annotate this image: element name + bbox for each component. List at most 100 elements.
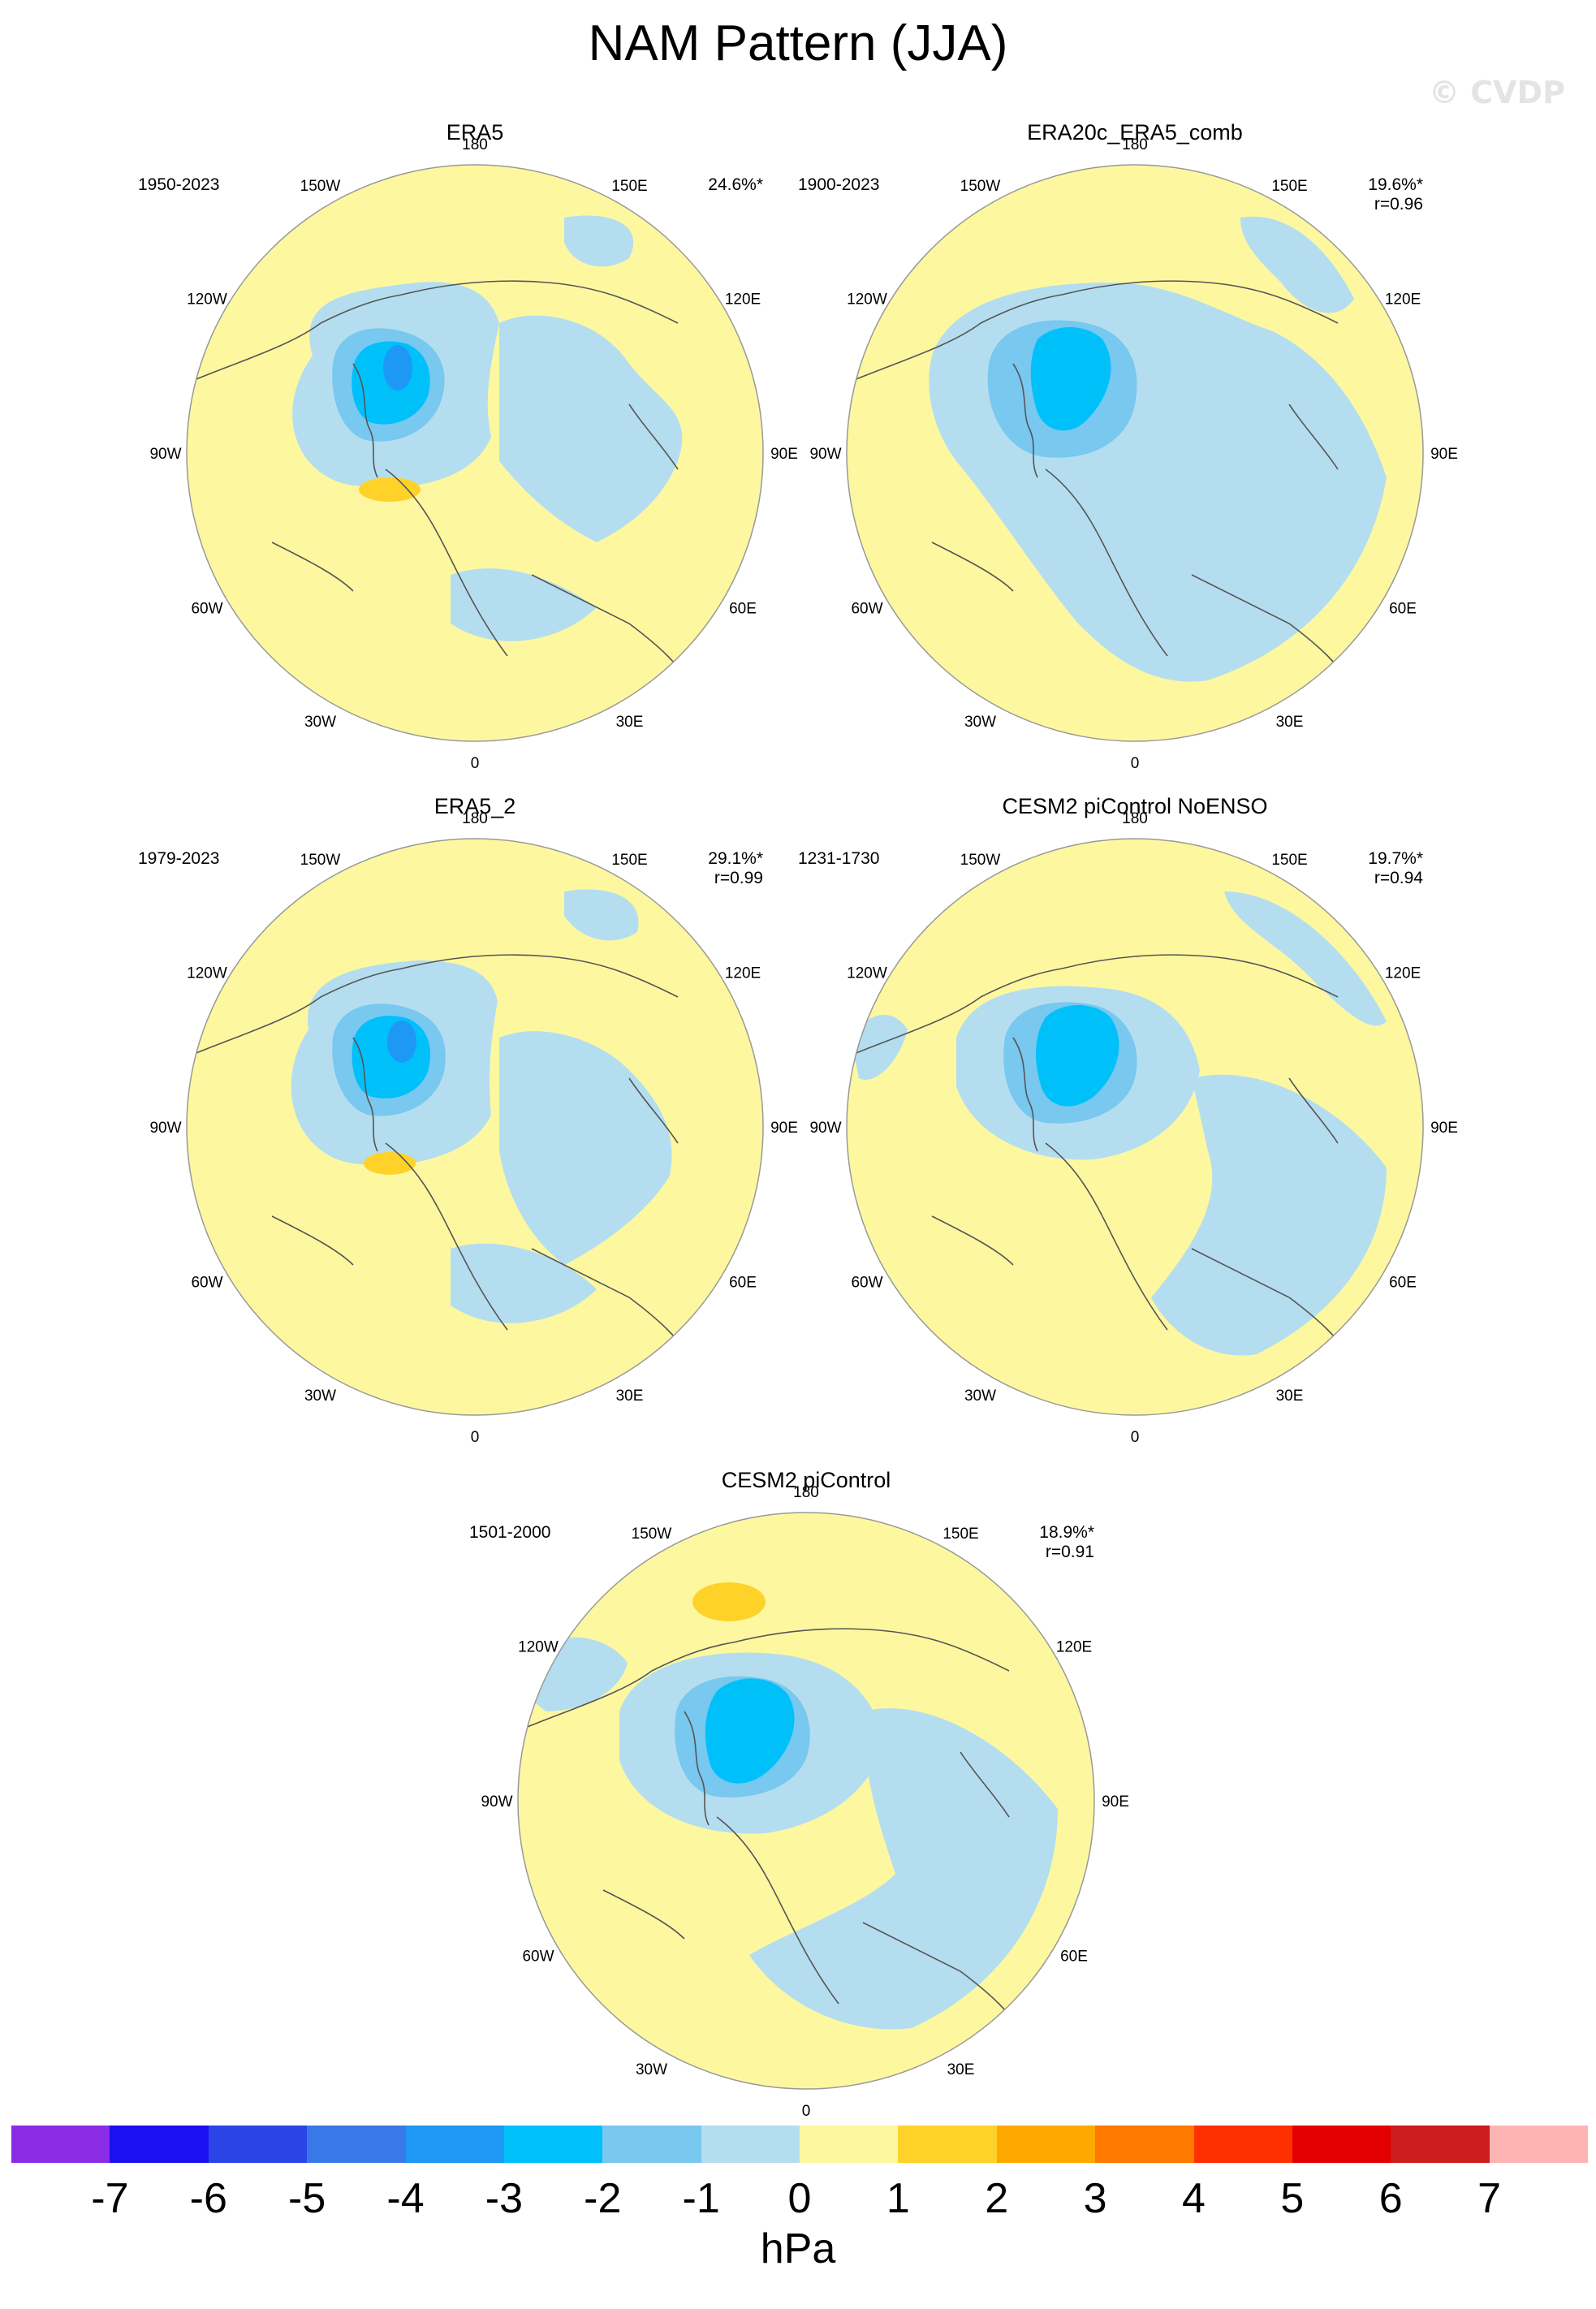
coastline xyxy=(385,1142,508,1331)
anomaly-region xyxy=(1240,216,1354,313)
longitude-label: 90W xyxy=(149,1120,181,1137)
longitude-label: 90E xyxy=(1102,1793,1129,1811)
anomaly-region xyxy=(1030,327,1111,431)
polar-map: 180 150E 120E 90E 60E 30E 0 30W 60W 90W 120W 150W xyxy=(809,810,1458,1446)
anomaly-region xyxy=(359,477,421,502)
coastline xyxy=(1045,1142,1168,1331)
panel-period: 1501-2000 xyxy=(469,1523,551,1542)
longitude-label: 90E xyxy=(1430,1120,1458,1137)
longitude-label: 90W xyxy=(149,446,181,463)
panel-variance: 29.1%* xyxy=(708,849,763,868)
colorbar-tick-label: 0 xyxy=(787,2175,812,2222)
map-panel-era5: ERA5 1950-2023 24.6%* 180 150E 120E 90E 60E 3… xyxy=(110,120,840,786)
colorbar-swatch xyxy=(503,2126,603,2163)
longitude-label: 180 xyxy=(793,1484,819,1501)
map-outline xyxy=(517,1512,1095,2090)
longitude-label: 90E xyxy=(770,446,798,463)
anomaly-shading xyxy=(291,889,672,1323)
longitude-label: 120W xyxy=(187,965,227,982)
colorbar-tick-label: -5 xyxy=(288,2175,326,2222)
anomaly-shading xyxy=(929,216,1387,682)
anomaly-region xyxy=(564,889,639,941)
colorbar-tick-label: 5 xyxy=(1280,2175,1305,2222)
colorbar-units: hPa xyxy=(760,2225,836,2272)
coastline xyxy=(1012,363,1038,478)
longitude-label: 0 xyxy=(1131,1429,1140,1446)
colorbar-tick-label: -6 xyxy=(189,2175,227,2222)
coastline xyxy=(385,468,508,657)
panel-title: ERA20c_ERA5_comb xyxy=(1027,120,1243,145)
anomaly-region xyxy=(851,1014,908,1080)
colorbar-tick-label: -7 xyxy=(91,2175,129,2222)
colorbar-swatch xyxy=(1193,2126,1292,2163)
figure-title: NAM Pattern (JJA) xyxy=(588,15,1008,71)
coastlines xyxy=(187,280,695,689)
longitude-label: 120E xyxy=(1056,1639,1092,1656)
longitude-label: 150E xyxy=(943,1526,978,1543)
longitude-label: 60E xyxy=(1060,1949,1088,1966)
longitude-label: 120E xyxy=(725,291,761,309)
panel-variance: 19.6%* xyxy=(1368,175,1423,194)
longitude-label: 150E xyxy=(1271,178,1307,195)
longitude-label: 60E xyxy=(1389,601,1417,618)
anomaly-region xyxy=(692,1582,766,1621)
anomaly-region xyxy=(705,1678,795,1784)
polar-map: 180 150E 120E 90E 60E 30E 0 30W 60W 90W 120W 150W xyxy=(809,136,1457,772)
map-panel-cesm2-picontrol-noenso: CESM2 piControl NoENSO 1231-1730 19.7%* … xyxy=(770,794,1500,1460)
anomaly-region xyxy=(564,215,634,267)
map-panel-era20c-era5-comb: ERA20c_ERA5_comb 1900-2023 19.6%* r=0.96… xyxy=(770,120,1500,786)
panel-period: 1231-1730 xyxy=(798,849,880,868)
coastline xyxy=(187,968,403,1063)
colorbar-swatch xyxy=(11,2126,110,2163)
longitude-label: 30E xyxy=(947,2061,975,2078)
longitude-label: 30E xyxy=(1276,714,1304,731)
panel-stats: 24.6%* xyxy=(708,175,763,195)
anomaly-region xyxy=(451,568,597,641)
longitude-label: 30E xyxy=(616,1388,644,1405)
anomaly-shading xyxy=(520,1582,1058,2030)
longitude-label: 120W xyxy=(187,291,227,309)
coastline xyxy=(716,1816,839,2005)
coastline xyxy=(271,1215,354,1266)
panel-stats: 19.7%* r=0.94 xyxy=(1368,849,1423,888)
anomaly-region xyxy=(749,1708,1058,2030)
colorbar-swatch xyxy=(208,2126,308,2163)
coastlines xyxy=(847,954,1355,1363)
longitude-label: 180 xyxy=(1122,810,1148,827)
colorbar xyxy=(11,2126,1588,2163)
map-outline xyxy=(846,164,1424,742)
longitude-label: 180 xyxy=(1122,136,1148,153)
polar-map: 180 150E 120E 90E 60E 30E 0 30W 60W 90W 120W 150W xyxy=(149,136,798,772)
colorbar-swatch xyxy=(701,2126,800,2163)
coastline xyxy=(271,542,354,592)
colorbar-swatch xyxy=(602,2126,701,2163)
polar-map: 180 150E 120E 90E 60E 30E 0 30W 60W 90W 120W 150W xyxy=(481,1484,1129,2120)
coastline xyxy=(628,1077,679,1144)
longitude-label: 120W xyxy=(518,1639,559,1656)
coastline xyxy=(1061,954,1339,998)
colorbar-swatch xyxy=(1292,2126,1391,2163)
longitude-label: 60W xyxy=(522,1949,554,1966)
colorbar-tick-label: -4 xyxy=(386,2175,425,2222)
coastline xyxy=(847,968,1063,1063)
longitude-label: 150W xyxy=(960,178,1001,195)
coastline xyxy=(684,1711,710,1826)
colorbar-tick-label: -3 xyxy=(485,2175,523,2222)
coastline xyxy=(401,954,679,998)
longitude-label: 90E xyxy=(770,1120,798,1137)
colorbar-swatch xyxy=(1391,2126,1490,2163)
longitude-label: 90W xyxy=(809,446,841,463)
longitude-label: 150W xyxy=(300,852,341,869)
longitude-label: 120E xyxy=(1385,965,1421,982)
anomaly-shading xyxy=(292,215,683,641)
coastline xyxy=(960,1751,1010,1818)
longitude-label: 150W xyxy=(632,1526,672,1543)
coastline xyxy=(1061,280,1339,324)
colorbar-tick-label: -2 xyxy=(584,2175,622,2222)
longitude-label: 150E xyxy=(611,178,647,195)
coastline xyxy=(931,542,1014,592)
longitude-label: 120W xyxy=(847,291,887,309)
longitude-label: 0 xyxy=(1131,755,1140,772)
longitude-label: 180 xyxy=(462,136,488,153)
coastline xyxy=(732,1628,1010,1672)
